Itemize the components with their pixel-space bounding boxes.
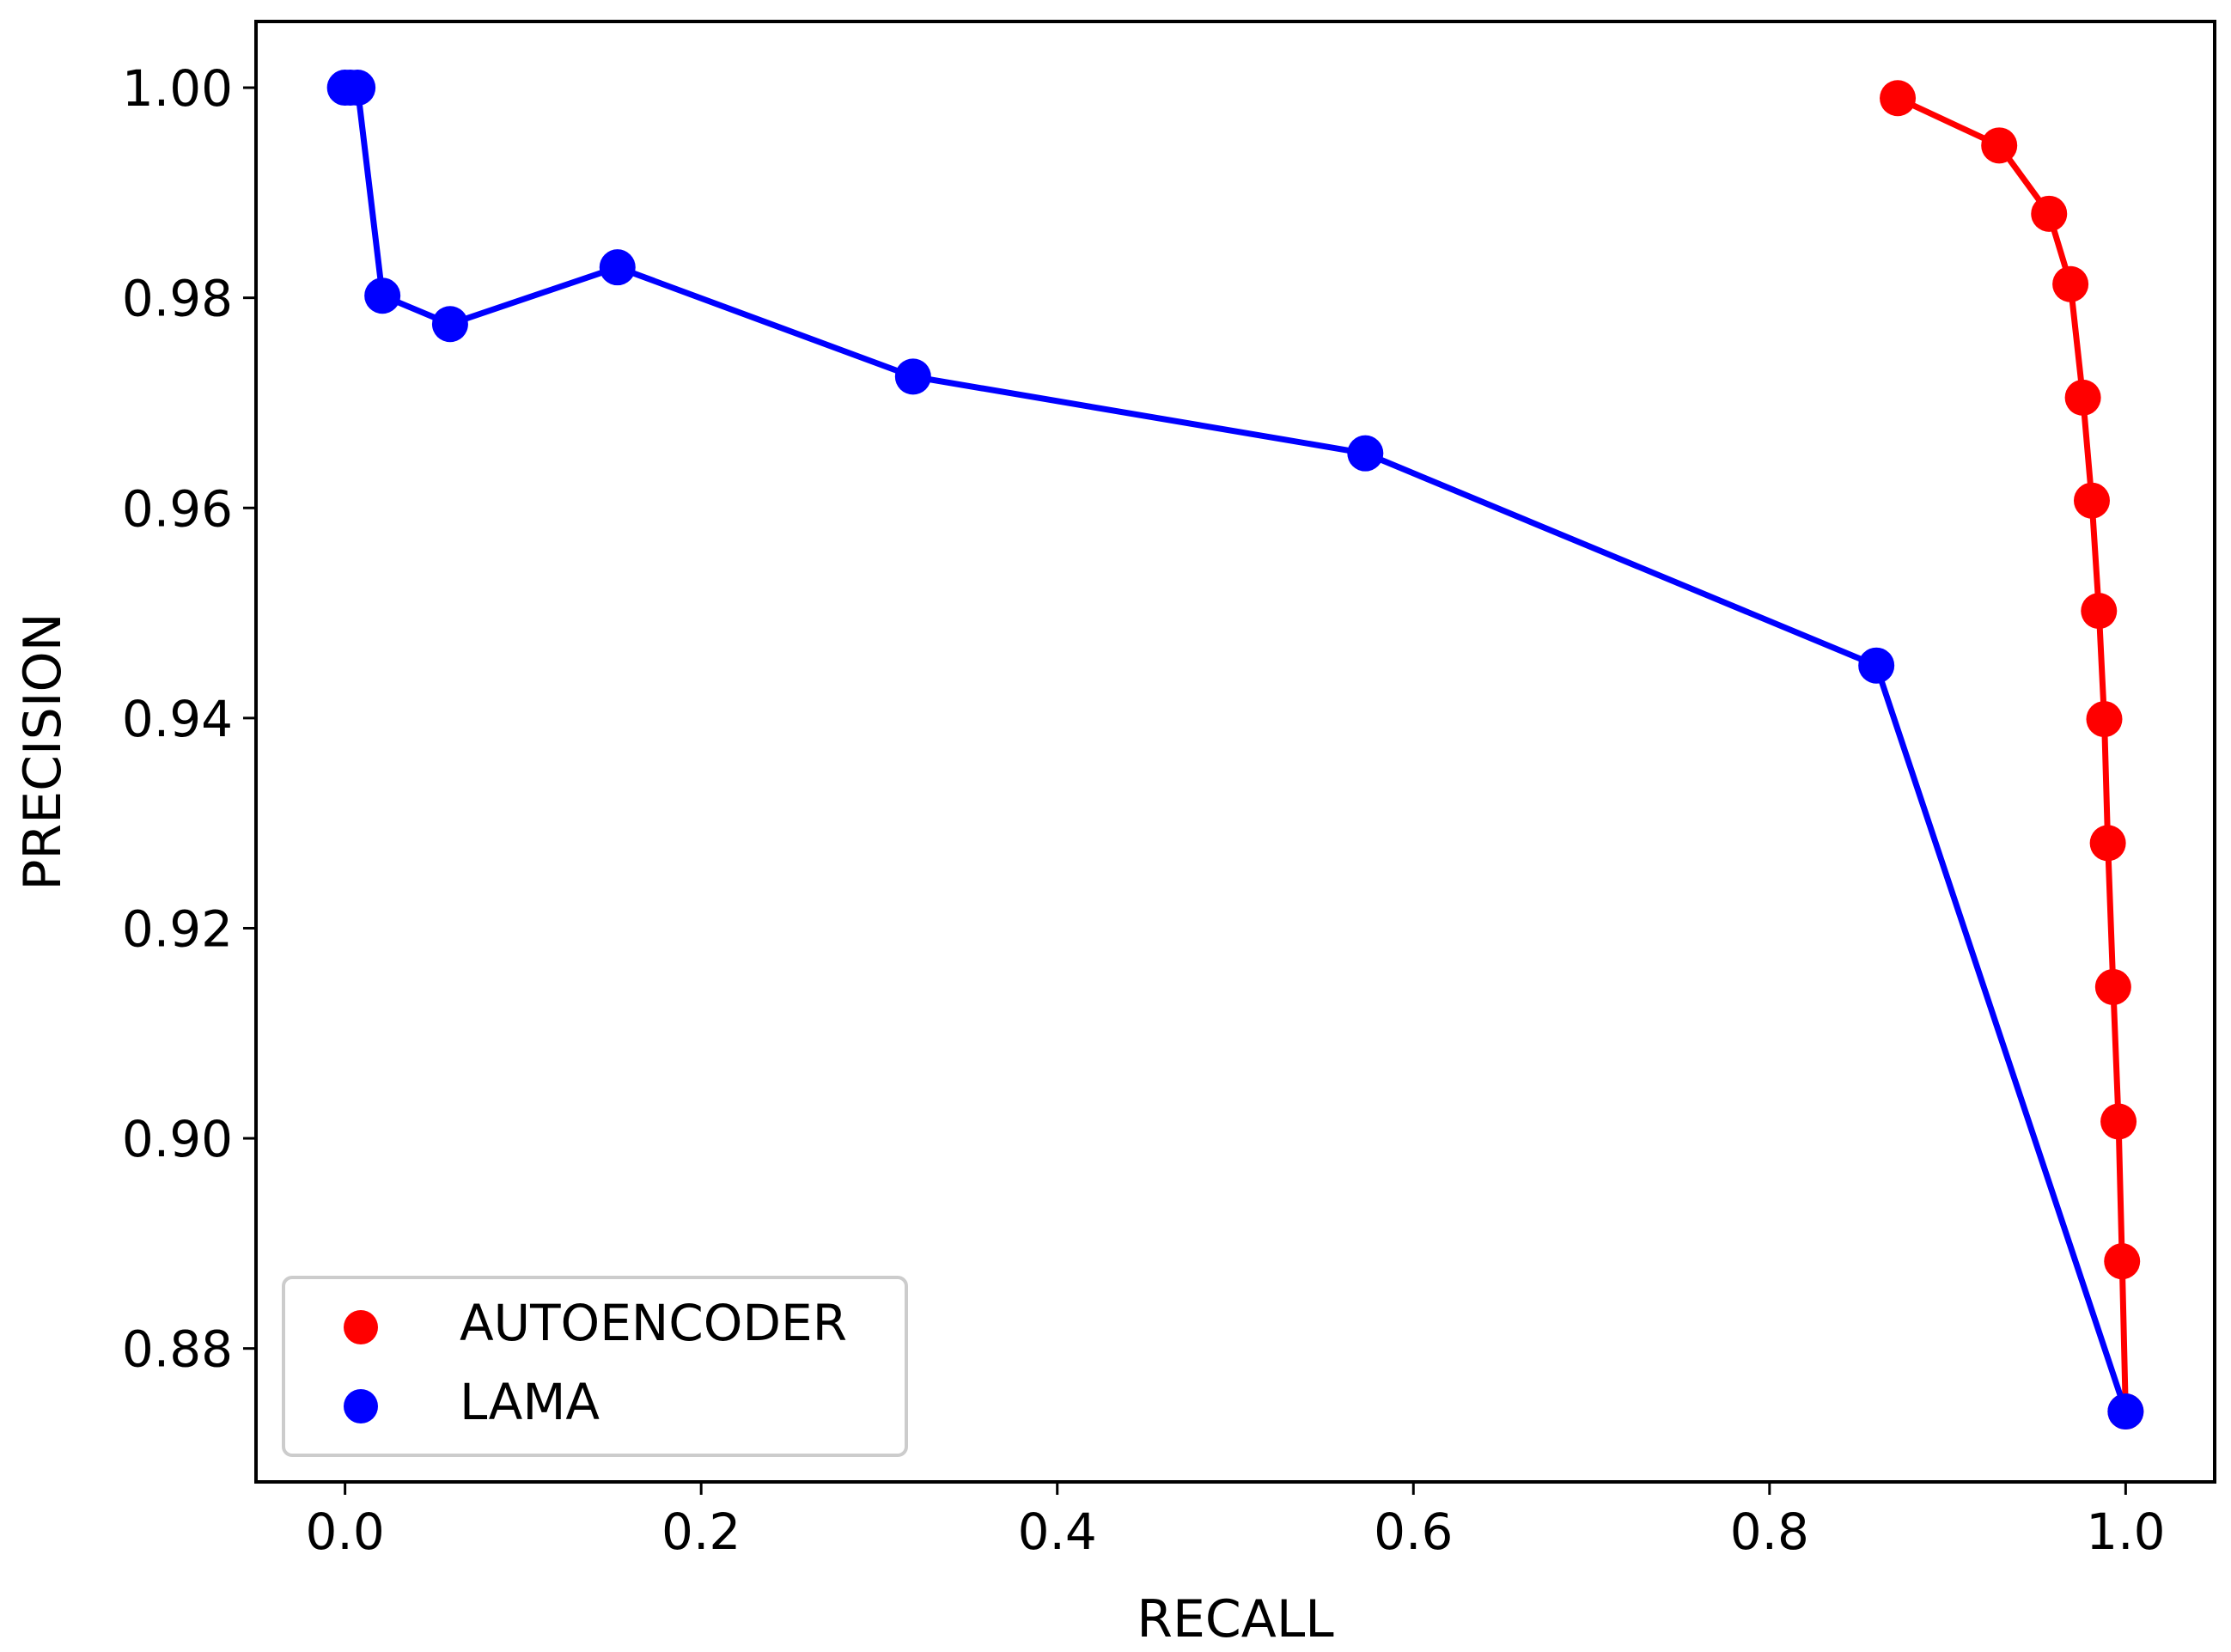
data-point-lama [431,306,468,343]
legend-box [282,1276,908,1457]
data-point-autoencoder [2073,482,2110,519]
data-point-autoencoder [2104,1243,2141,1280]
legend-label-lama: LAMA [460,1373,600,1431]
y-tick-label: 1.00 [122,59,233,118]
data-point-autoencoder [2064,379,2101,416]
data-point-autoencoder [2094,968,2131,1005]
x-tick-label: 0.2 [661,1503,741,1561]
x-tick-label: 0.8 [1730,1503,1809,1561]
y-tick-label: 0.90 [122,1110,233,1168]
plot-series [326,70,2144,1430]
data-point-autoencoder [2100,1103,2137,1140]
data-point-autoencoder [2081,593,2118,630]
y-tick-label: 0.98 [122,270,233,328]
data-point-lama [339,70,376,107]
legend: AUTOENCODER LAMA [282,1276,908,1457]
data-point-lama [1858,647,1895,684]
data-point-lama [2107,1393,2144,1430]
x-tick-label: 0.6 [1374,1503,1453,1561]
y-axis-label: PRECISION [13,613,73,890]
data-point-autoencoder [2031,195,2068,232]
data-point-lama [599,249,636,286]
y-tick-label: 0.94 [122,690,233,748]
data-point-autoencoder [2089,825,2126,862]
data-point-lama [1347,435,1384,472]
x-tick-label: 0.0 [306,1503,385,1561]
legend-marker-lama [344,1389,378,1423]
data-point-lama [364,277,401,314]
legend-marker-autoencoder [344,1310,378,1344]
y-tick-label: 0.88 [122,1320,233,1379]
x-tick-label: 0.4 [1018,1503,1097,1561]
data-point-autoencoder [2086,701,2123,738]
x-axis: 0.0 0.2 0.4 0.6 0.8 1.0 [306,1482,2165,1561]
y-tick-label: 0.96 [122,479,233,538]
data-point-lama [894,358,931,395]
data-point-autoencoder [1880,80,1917,117]
y-axis: 0.88 0.90 0.92 0.94 0.96 0.98 1.00 [122,59,256,1379]
plot-frame [254,20,2216,1484]
data-point-autoencoder [1981,127,2018,164]
data-point-autoencoder [2052,265,2089,302]
y-tick-label: 0.92 [122,899,233,958]
x-tick-label: 1.0 [2086,1503,2165,1561]
x-axis-label: RECALL [1137,1589,1334,1649]
legend-label-autoencoder: AUTOENCODER [460,1294,847,1352]
